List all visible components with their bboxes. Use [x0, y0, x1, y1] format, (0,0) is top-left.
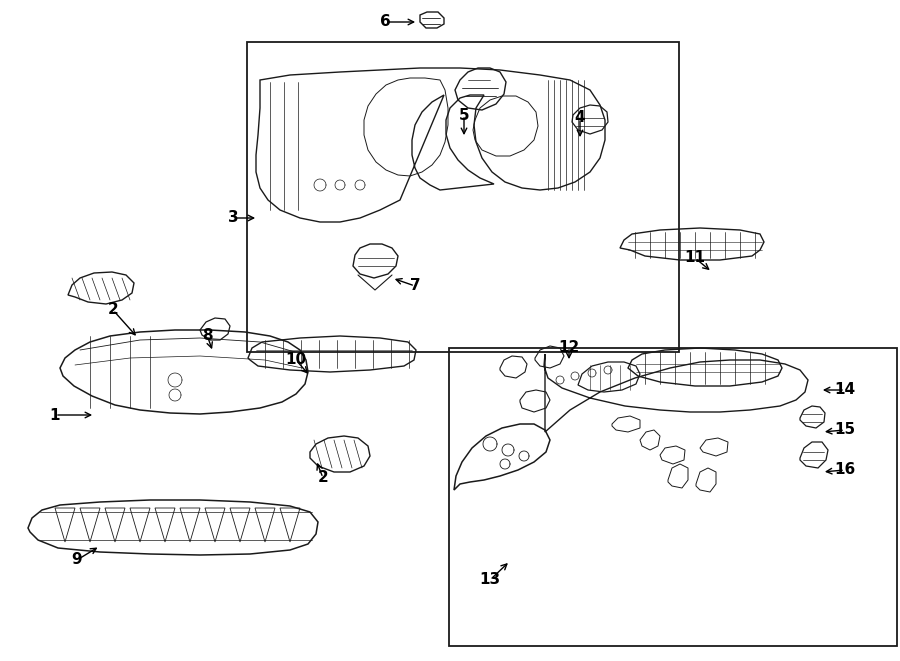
- Text: 5: 5: [459, 108, 469, 122]
- Text: 7: 7: [410, 278, 420, 293]
- Bar: [449, 348, 897, 646]
- Text: 15: 15: [834, 422, 856, 438]
- Text: 14: 14: [834, 383, 856, 397]
- Text: 11: 11: [685, 251, 706, 266]
- Text: 4: 4: [575, 110, 585, 126]
- Text: 12: 12: [558, 340, 580, 354]
- Text: 13: 13: [480, 572, 500, 588]
- Text: 1: 1: [50, 407, 60, 422]
- Bar: [247, 42, 679, 352]
- Text: 6: 6: [380, 15, 391, 30]
- Text: 3: 3: [228, 210, 238, 225]
- Text: 2: 2: [108, 303, 119, 317]
- Text: 8: 8: [202, 327, 212, 342]
- Text: 9: 9: [72, 553, 82, 568]
- Text: 10: 10: [285, 352, 307, 368]
- Text: 16: 16: [834, 463, 856, 477]
- Text: 2: 2: [318, 471, 328, 485]
